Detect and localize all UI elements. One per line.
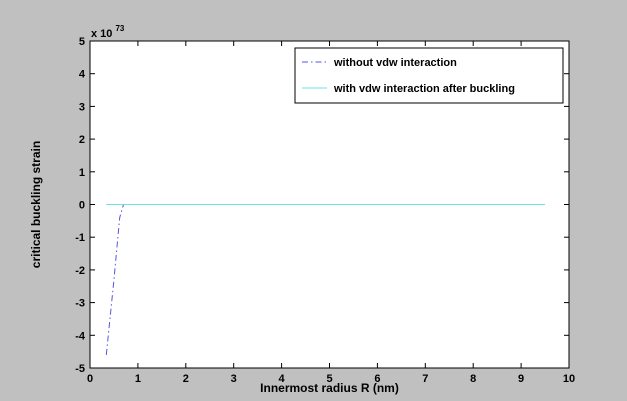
y-multiplier-exponent: 73	[115, 24, 124, 33]
legend-label-without-vdw: without vdw interaction	[333, 57, 457, 69]
series-layer	[105, 204, 546, 355]
x-tick-label: 10	[563, 373, 575, 385]
x-tick-label: 7	[422, 373, 428, 385]
x-tick-label: 6	[374, 373, 380, 385]
y-tick-label: -5	[75, 363, 85, 375]
x-tick-label: 9	[518, 373, 524, 385]
y-tick-label: 4	[79, 69, 86, 81]
x-tick-label: 5	[326, 373, 332, 385]
x-tick-label: 1	[135, 373, 141, 385]
y-tick-label: -3	[75, 298, 85, 310]
x-tick-label: 0	[87, 373, 93, 385]
x-axis-label: Innermost radius R (nm)	[260, 381, 399, 395]
y-multiplier: x 10 73	[91, 24, 125, 40]
y-tick-label: 3	[79, 101, 85, 113]
y-tick-label: -2	[75, 265, 85, 277]
y-tick-label: 1	[79, 167, 85, 179]
legend-label-with-vdw: with vdw interaction after buckling	[333, 83, 515, 95]
x-tick-label: 3	[231, 373, 237, 385]
y-tick-label: -4	[75, 330, 86, 342]
y-tick-label: 5	[79, 36, 85, 48]
y-multiplier-base: x 10	[91, 28, 112, 40]
y-tick-label: 0	[79, 200, 85, 212]
x-tick-label: 8	[470, 373, 476, 385]
y-axis-ticks: -5 -4 -3 -2 -1 0 1 2 3 4 5	[75, 36, 569, 375]
y-tick-label: -1	[75, 232, 85, 244]
legend-box	[294, 47, 564, 104]
x-tick-label: 2	[183, 373, 189, 385]
x-axis-ticks: 0 1 2 3 4 5 6 7 8 9 10	[87, 41, 575, 385]
y-tick-label: 2	[79, 134, 85, 146]
x-tick-label: 4	[279, 373, 286, 385]
y-axis-label: critical buckling strain	[29, 141, 43, 268]
legend: without vdw interaction with vdw interac…	[294, 47, 564, 104]
